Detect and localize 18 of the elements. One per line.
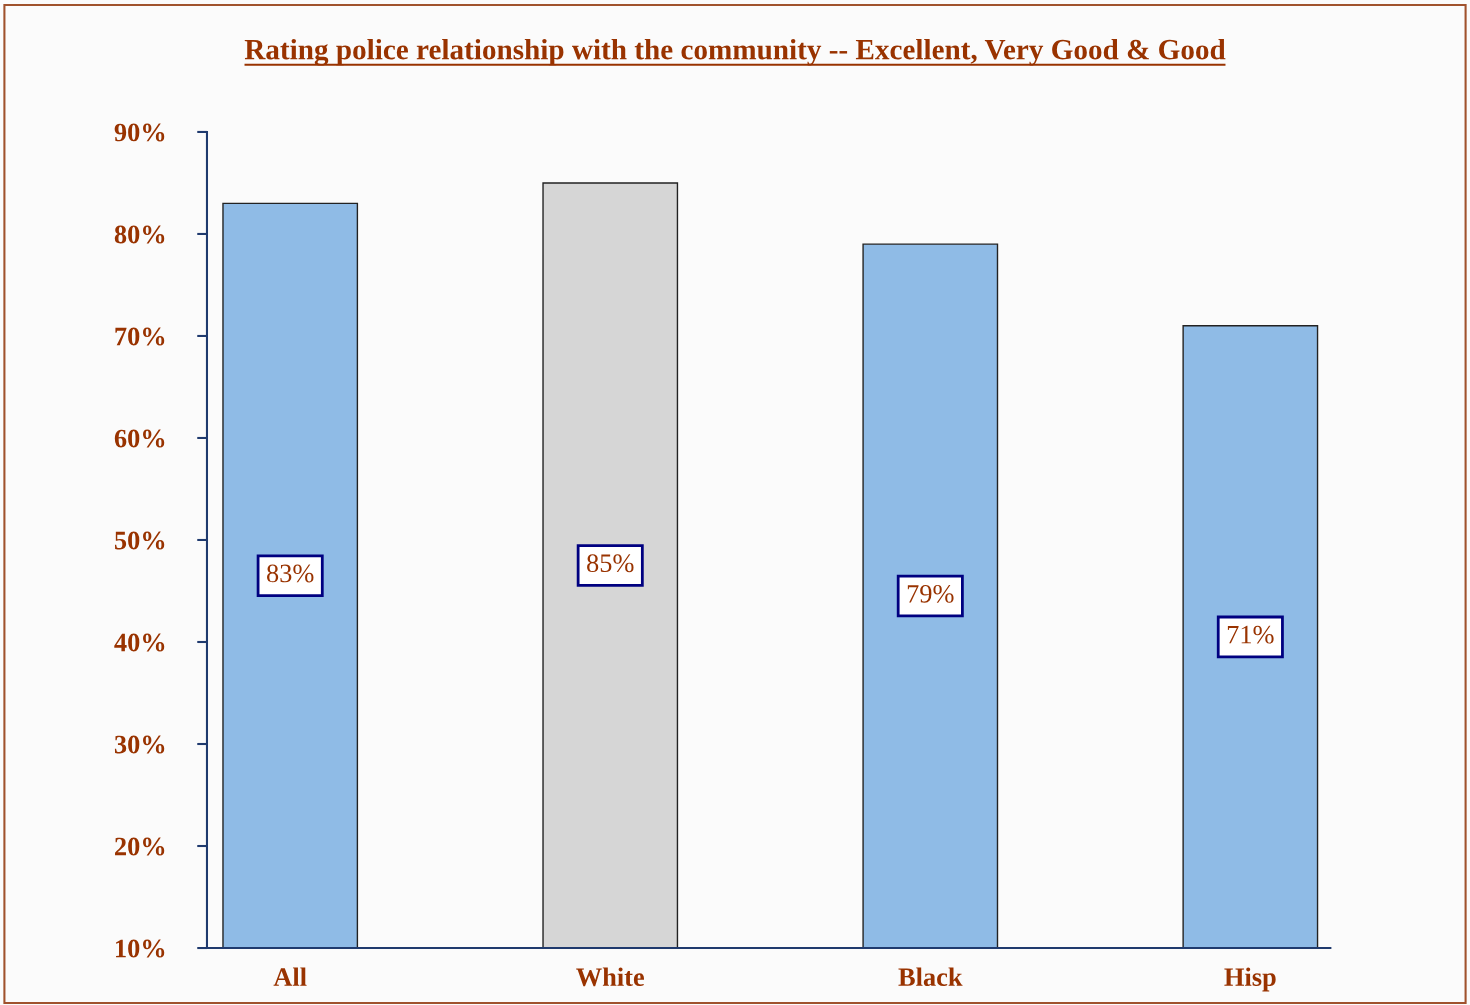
data-label: 79%: [907, 584, 954, 603]
x-tick-label: White: [576, 967, 644, 987]
y-tick-label: 60%: [114, 429, 165, 448]
data-label: 71%: [1227, 625, 1274, 644]
x-tick-label: Black: [898, 967, 963, 987]
y-tick-label: 50%: [114, 531, 165, 550]
y-tick-label: 90%: [114, 123, 165, 142]
data-label: 83%: [267, 564, 314, 583]
y-tick-label: 40%: [114, 633, 165, 652]
y-tick-label: 10%: [116, 939, 165, 958]
data-label: 85%: [587, 554, 634, 573]
chart-title: Rating police relationship with the community -- Excellent, Very Good & Good: [244, 38, 1226, 66]
y-tick-label: 20%: [115, 837, 165, 856]
y-tick-label: 30%: [114, 735, 165, 754]
x-tick-label: All: [273, 967, 307, 986]
y-tick-label: 70%: [115, 327, 165, 346]
y-tick-label: 80%: [114, 225, 165, 244]
x-tick-label: Hisp: [1224, 967, 1276, 992]
